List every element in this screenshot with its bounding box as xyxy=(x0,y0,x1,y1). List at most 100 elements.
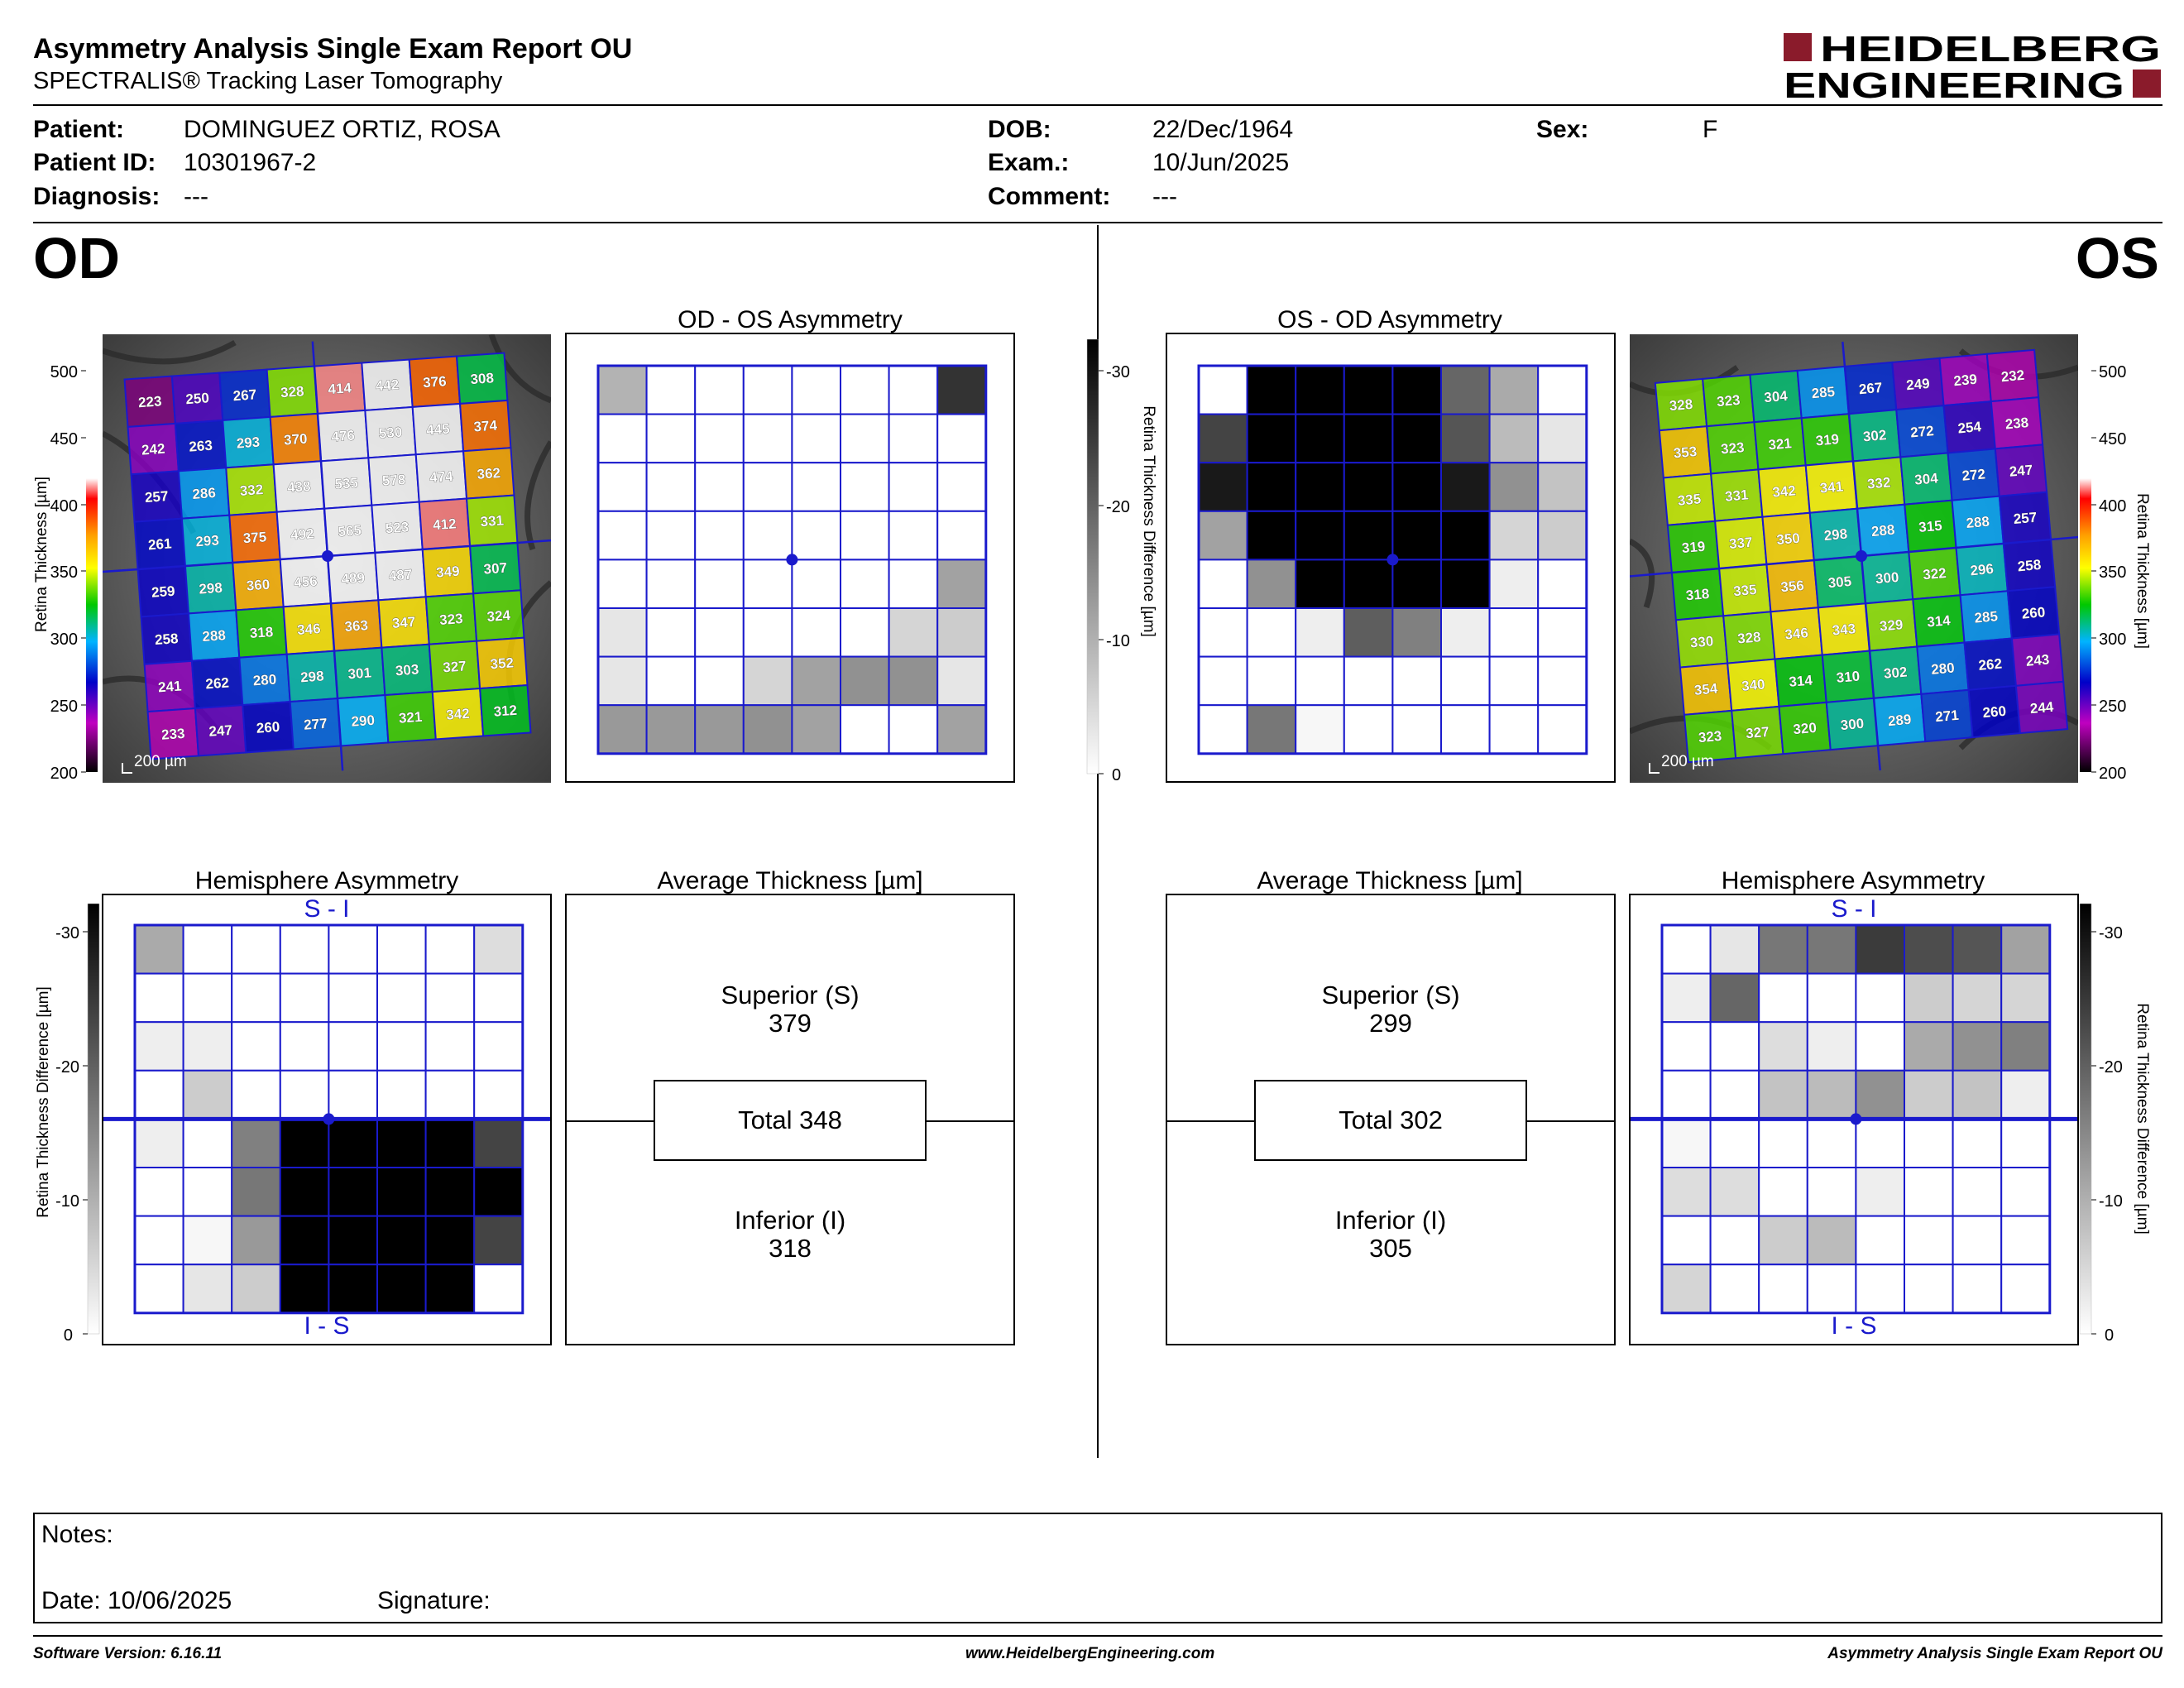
footer-rule xyxy=(33,1635,2162,1637)
thickness-value: 356 xyxy=(1780,578,1805,595)
hemi-cell xyxy=(279,1069,330,1120)
hemi-cell xyxy=(134,1021,184,1072)
notes-box[interactable]: Notes: Date: 10/06/2025 Signature: xyxy=(33,1513,2162,1623)
asym-cell xyxy=(1440,704,1491,755)
footer-website[interactable]: www.HeidelbergEngineering.com xyxy=(965,1645,1215,1662)
thickness-value: 328 xyxy=(1669,396,1693,414)
asym-cell xyxy=(936,704,987,755)
patient-label: Patient: xyxy=(33,116,125,143)
hemi-cell xyxy=(2000,1069,2051,1120)
asym-cell xyxy=(1488,559,1540,609)
hemi-cell xyxy=(376,1118,427,1168)
asym-cell xyxy=(888,510,939,561)
asym-cell xyxy=(1246,413,1297,464)
asym-cell xyxy=(645,510,697,561)
asym-cell xyxy=(1537,704,1588,755)
thickness-value: 530 xyxy=(378,424,403,442)
hemi-cell xyxy=(376,972,427,1024)
asym-cell xyxy=(888,607,939,658)
hemi-cell xyxy=(231,972,281,1024)
thickness-cell xyxy=(479,683,532,737)
thickness-value: 492 xyxy=(290,525,315,543)
thickness-value: 331 xyxy=(1724,487,1749,504)
hemi-cell xyxy=(231,1021,281,1072)
hemi-cell xyxy=(424,1021,476,1072)
thickness-value: 289 xyxy=(1887,712,1912,729)
thickness-value: 261 xyxy=(147,535,172,553)
hemi-cell xyxy=(1709,1069,1760,1120)
thickness-value: 319 xyxy=(1681,539,1706,556)
asym-cell xyxy=(597,365,648,415)
thk-tick: 300 xyxy=(2099,631,2126,649)
thk-tick: 500 xyxy=(2099,364,2126,381)
thickness-value: 332 xyxy=(239,482,264,499)
thickness-value: 272 xyxy=(1909,423,1934,440)
hemi-cell xyxy=(1855,1215,1905,1266)
thickness-value: 286 xyxy=(192,485,217,502)
thickness-value: 456 xyxy=(294,573,318,591)
thk-tick: 500 xyxy=(50,364,78,381)
hemi-cell xyxy=(134,924,184,975)
asym-cell xyxy=(1246,704,1297,755)
diff-tick: -30 xyxy=(1106,363,1130,381)
thickness-value: 323 xyxy=(1698,728,1722,746)
exam-label: Exam.: xyxy=(988,149,1070,176)
thk-tick: 450 xyxy=(50,430,78,448)
asym-cell xyxy=(936,655,987,707)
hemi-cell xyxy=(279,972,330,1024)
thk-tick: 450 xyxy=(2099,430,2126,448)
diagnosis-label: Diagnosis: xyxy=(33,183,160,210)
asym-cell xyxy=(1391,607,1442,658)
asym-cell xyxy=(1488,413,1540,464)
hemi-cell xyxy=(1661,972,1712,1024)
asym-cell xyxy=(742,365,793,415)
average-thickness-od: Superior (S) 379 Total 348 Inferior (I) … xyxy=(565,894,1015,1345)
asym-cell xyxy=(1440,559,1491,609)
thickness-value: 523 xyxy=(385,519,410,536)
asym-cell xyxy=(791,510,841,561)
hemi-cell xyxy=(376,1069,427,1120)
thickness-value: 285 xyxy=(1974,608,1999,626)
diff-axis-label: Retina Thickness Difference [µm] xyxy=(1140,405,1157,637)
hemi-cell xyxy=(1758,1021,1808,1072)
asym-cell xyxy=(1488,510,1540,561)
hemi-cell xyxy=(1855,1069,1905,1120)
hemi-cell xyxy=(2000,972,2051,1024)
asym-cell xyxy=(742,655,793,707)
asym-cell xyxy=(1440,655,1491,707)
hemi-cell xyxy=(134,1069,184,1120)
asym-cell xyxy=(1488,655,1540,707)
hemi-cell xyxy=(2000,1118,2051,1168)
thickness-value: 335 xyxy=(1677,491,1702,508)
thickness-value: 243 xyxy=(2025,651,2050,669)
thickness-value: 363 xyxy=(344,617,369,635)
hemi-cell xyxy=(424,972,476,1024)
thickness-value: 535 xyxy=(334,475,359,492)
asym-cell xyxy=(1537,559,1588,609)
hemi-os-top-label: S - I xyxy=(1831,895,1877,923)
dob-label: DOB: xyxy=(988,116,1051,143)
hemi-cell xyxy=(1952,972,2003,1024)
avg-od-superior-label: Superior (S) xyxy=(721,981,860,1009)
thickness-value: 328 xyxy=(280,383,305,400)
hemi-cell xyxy=(1806,1167,1857,1217)
asym-cell xyxy=(1198,413,1248,464)
asym-cell xyxy=(1391,462,1442,512)
thickness-value: 321 xyxy=(1768,435,1793,453)
thickness-value: 332 xyxy=(1866,474,1891,492)
fovea-marker xyxy=(1387,554,1399,566)
fovea-marker xyxy=(323,1113,335,1125)
thk-tick: 250 xyxy=(50,698,78,716)
hemi-cell xyxy=(2000,1021,2051,1072)
hemi-cell xyxy=(328,1118,378,1168)
thickness-value: 233 xyxy=(160,726,185,743)
asym-cell xyxy=(936,413,987,464)
thickness-value: 342 xyxy=(446,706,471,723)
thickness-value: 354 xyxy=(1693,680,1718,698)
asym-cell xyxy=(645,655,697,707)
hemi-cell xyxy=(279,1118,330,1168)
thickness-value: 341 xyxy=(1819,478,1844,496)
hemi-cell xyxy=(1709,924,1760,975)
hemi-cell xyxy=(1952,1167,2003,1217)
hemi-cell xyxy=(182,1118,233,1168)
